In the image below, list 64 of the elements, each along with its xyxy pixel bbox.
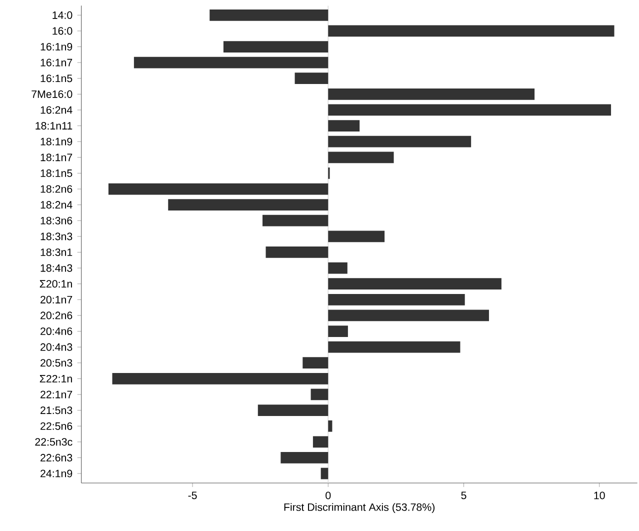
x-tick-label: 0	[326, 492, 331, 500]
bar	[328, 326, 348, 337]
y-tick-label: 22:6n3	[40, 454, 72, 462]
bar	[328, 88, 535, 100]
bar	[328, 25, 614, 37]
y-tick-label: 14:0	[52, 11, 72, 19]
y-tick-label: 18:1n11	[36, 122, 72, 130]
x-tick-label: 10	[594, 492, 605, 500]
y-tick-label: 20:2n6	[40, 312, 72, 320]
bar	[328, 420, 332, 432]
y-tick-label: 21:5n3	[40, 406, 72, 414]
bar	[328, 278, 502, 290]
bar	[112, 372, 328, 384]
bar	[320, 468, 328, 480]
bar	[168, 199, 328, 211]
x-tick-label: -5	[188, 492, 197, 500]
bar	[108, 183, 328, 195]
bar	[280, 452, 328, 464]
y-tick-label: 18:3n1	[40, 248, 72, 256]
bar	[312, 436, 328, 448]
bar	[302, 357, 328, 369]
bar	[134, 56, 328, 68]
y-tick-label: 20:4n3	[40, 343, 72, 351]
y-tick-label: 22:5n3c	[35, 438, 72, 446]
y-tick-label: Σ22:1n	[40, 374, 72, 382]
bar	[328, 310, 489, 322]
y-tick-label: 20:5n3	[40, 359, 72, 367]
y-tick-label: 16:1n7	[40, 58, 72, 66]
bar	[328, 262, 348, 274]
bar	[328, 294, 465, 306]
y-tick-label: 22:1n7	[40, 390, 72, 398]
bar	[223, 41, 328, 52]
y-tick-label: Σ20:1n	[40, 280, 72, 288]
y-tick-label: 22:5n6	[40, 422, 72, 430]
y-tick-label: 7Me16:0	[32, 90, 72, 98]
x-tick-label: 5	[461, 492, 466, 500]
y-tick-label: 18:1n9	[40, 138, 72, 146]
y-tick-label: 20:1n7	[40, 296, 72, 304]
bar	[262, 214, 328, 226]
y-tick-label: 16:0	[52, 27, 72, 35]
x-axis-title: First Discriminant Axis (53.78%)	[284, 503, 435, 514]
y-tick-label: 20:4n6	[40, 327, 72, 336]
y-tick-label: 18:2n6	[40, 185, 72, 193]
y-tick-label: 18:3n3	[40, 232, 72, 240]
y-tick-label: 24:1n9	[40, 470, 72, 478]
bar	[328, 120, 360, 132]
y-tick-label: 18:2n4	[40, 201, 72, 209]
bar	[328, 152, 394, 164]
y-tick-label: 18:1n7	[40, 154, 72, 162]
y-tick-label: 18:1n5	[40, 169, 72, 177]
bar	[328, 104, 612, 116]
bar	[294, 72, 328, 84]
bar	[266, 246, 328, 258]
y-tick-label: 16:1n9	[40, 42, 72, 51]
y-tick-label: 18:3n6	[40, 216, 72, 224]
bar	[328, 341, 460, 353]
bar	[210, 9, 328, 21]
bar	[328, 136, 472, 148]
y-tick-label: 16:2n4	[40, 106, 72, 114]
bar	[258, 404, 328, 416]
bar	[328, 230, 385, 242]
y-tick-label: 16:1n5	[40, 74, 72, 82]
y-tick-label: 18:4n3	[40, 264, 72, 272]
bar	[310, 388, 328, 400]
